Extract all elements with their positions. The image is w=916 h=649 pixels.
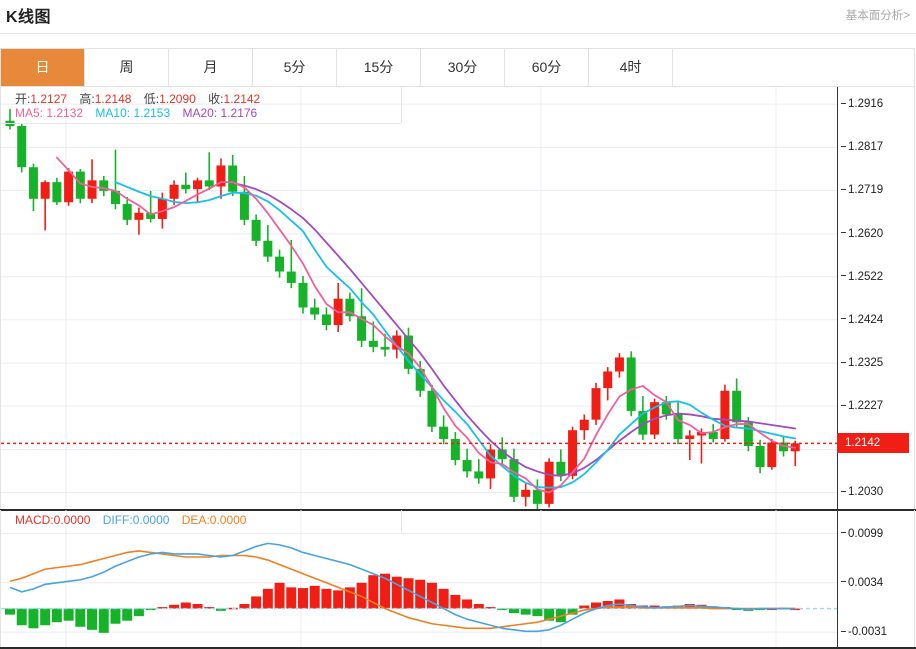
tab-60min[interactable]: 60分	[505, 49, 589, 86]
diff-value: 0.0000	[132, 513, 170, 527]
tab-day[interactable]: 日	[1, 49, 85, 86]
macd-axis: 0.0099 0.0034 -0.0031	[837, 510, 916, 648]
ma5-value: 1.2132	[46, 106, 84, 120]
ma5-label: MA5:	[15, 106, 44, 120]
price-axis-tick: 1.2424	[841, 314, 883, 326]
price-axis-tick: 1.2719	[841, 184, 883, 196]
tab-month[interactable]: 月	[169, 49, 253, 86]
candlestick-svg	[1, 87, 837, 510]
dea-value: 0.0000	[209, 513, 247, 527]
diff-label: DIFF:	[102, 513, 133, 527]
panel-divider-top	[0, 509, 916, 511]
macd-axis-tick: -0.0031	[841, 626, 887, 638]
header: K线图 基本面分析>	[0, 0, 916, 34]
candlestick-plot[interactable]	[1, 87, 837, 510]
ma10-value: 1.2153	[133, 106, 171, 120]
high-label: 高:	[79, 92, 95, 106]
macd-legend-separator	[401, 510, 402, 534]
macd-axis-tick: 0.0099	[841, 528, 883, 540]
price-axis-tick: 1.2227	[841, 400, 883, 412]
ma10-label: MA10:	[95, 106, 131, 120]
open-value: 1.2127	[30, 92, 68, 106]
current-price-tag: 1.2142	[837, 433, 909, 454]
price-chart-panel[interactable]: 开:1.2127 高:1.2148 低:1.2090 收:1.2142 MA5:…	[0, 87, 915, 510]
low-value: 1.2090	[159, 92, 196, 106]
tab-week[interactable]: 周	[85, 49, 169, 86]
price-axis-line	[837, 87, 838, 510]
macd-plot[interactable]	[1, 510, 837, 648]
header-divider	[0, 33, 916, 34]
timeframe-tabbar: 日 周 月 5分 15分 30分 60分 4时	[0, 48, 915, 87]
tab-5min[interactable]: 5分	[253, 49, 337, 86]
fundamental-analysis-link[interactable]: 基本面分析>	[845, 10, 910, 22]
macd-axis-tick: 0.0034	[841, 577, 883, 589]
tab-30min[interactable]: 30分	[421, 49, 505, 86]
ma20-label: MA20:	[182, 106, 218, 120]
legend-separator	[401, 87, 402, 123]
low-label: 低:	[143, 92, 160, 106]
high-value: 1.2148	[94, 92, 132, 106]
macd-axis-line	[837, 510, 838, 648]
macd-value: 0.0000	[53, 513, 91, 527]
tabbar-filler	[673, 49, 914, 86]
panel-divider-bottom	[0, 647, 916, 649]
price-axis-tick: 1.2325	[841, 357, 883, 369]
ma20-value: 1.2176	[220, 106, 258, 120]
dea-label: DEA:	[181, 513, 210, 527]
macd-label: MACD:	[15, 513, 54, 527]
tab-4hour[interactable]: 4时	[589, 49, 673, 86]
macd-svg	[1, 510, 837, 648]
close-value: 1.2142	[223, 92, 261, 106]
page-title: K线图	[6, 9, 52, 26]
legend-underline	[1, 123, 401, 124]
tab-15min[interactable]: 15分	[337, 49, 421, 86]
price-axis-tick: 1.2030	[841, 486, 883, 498]
price-axis-tick: 1.2916	[841, 98, 883, 110]
price-axis-tick: 1.2522	[841, 271, 883, 283]
ma-values-row: MA5: 1.2132 MA10: 1.2153 MA20: 1.2176	[15, 106, 257, 120]
price-axis-tick: 1.2620	[841, 228, 883, 240]
close-label: 收:	[208, 92, 224, 106]
open-label: 开:	[15, 92, 31, 106]
macd-legend: MACD:0.0000 DIFF:0.0000 DEA:0.0000	[15, 513, 246, 527]
ohlc-legend: 开:1.2127 高:1.2148 低:1.2090 收:1.2142 MA5:…	[1, 87, 402, 124]
price-axis-tick: 1.2817	[841, 141, 883, 153]
macd-panel[interactable]: MACD:0.0000 DIFF:0.0000 DEA:0.0000 0.009…	[0, 510, 915, 648]
ohlc-values-row: 开:1.2127 高:1.2148 低:1.2090 收:1.2142	[15, 90, 260, 107]
